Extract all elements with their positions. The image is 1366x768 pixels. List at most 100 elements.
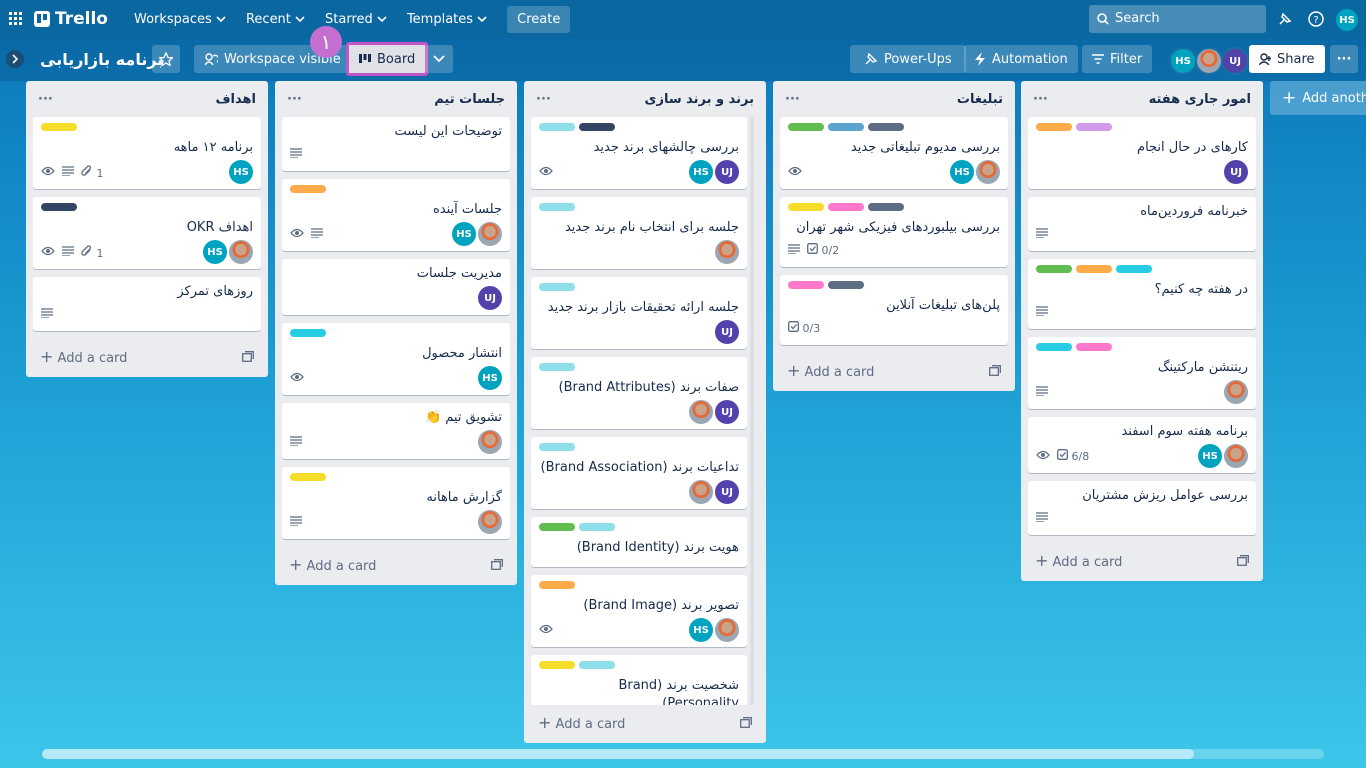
add-card[interactable]: + Add a card: [289, 554, 377, 574]
card[interactable]: تداعیات برند (Brand Association) UJ: [531, 437, 747, 509]
member-avatar[interactable]: [229, 240, 253, 264]
create-button[interactable]: Create: [507, 5, 571, 33]
card[interactable]: برنامه هفته سوم اسفند 6/8 HS: [1028, 417, 1256, 473]
card[interactable]: گزارش ماهانه: [282, 467, 510, 539]
member-avatar[interactable]: [478, 430, 502, 454]
template-icon[interactable]: [242, 350, 254, 362]
powerups-button[interactable]: Power-Ups: [850, 45, 966, 73]
automation-button[interactable]: Automation: [964, 45, 1078, 73]
apps-icon[interactable]: [8, 11, 24, 27]
logo[interactable]: Trello: [34, 9, 108, 29]
card[interactable]: صفات برند (Brand Attributes) UJ: [531, 357, 747, 429]
member-avatar[interactable]: [689, 480, 713, 504]
member-avatar[interactable]: [976, 160, 1000, 184]
member-avatar[interactable]: UJ: [1221, 47, 1249, 75]
description-icon: [290, 435, 302, 449]
member-avatar[interactable]: HS: [689, 160, 713, 184]
member-avatar[interactable]: [1224, 444, 1248, 468]
card[interactable]: بررسی عوامل ریزش مشتریان: [1028, 481, 1256, 535]
view-menu[interactable]: [425, 45, 453, 73]
card[interactable]: مدیریت جلسات UJ: [282, 259, 510, 315]
card-footer: [41, 301, 253, 327]
member-avatar[interactable]: [478, 222, 502, 246]
add-list[interactable]: +Add another list: [1270, 81, 1366, 115]
member-avatar[interactable]: HS: [1169, 47, 1197, 75]
list-title[interactable]: برند و برند سازی: [644, 91, 754, 107]
card[interactable]: تصویر برند (Brand Image) HS: [531, 575, 747, 647]
scroll-thumb[interactable]: [42, 749, 1194, 759]
board-menu[interactable]: ···: [1330, 45, 1358, 73]
card[interactable]: تشویق تیم 👏: [282, 403, 510, 459]
board-title[interactable]: برنامه بازاریابی: [40, 50, 164, 69]
card[interactable]: کارهای در حال انجام UJ: [1028, 117, 1256, 189]
member-avatar[interactable]: UJ: [715, 400, 739, 424]
member-avatar[interactable]: HS: [1198, 444, 1222, 468]
filter-button[interactable]: Filter: [1082, 45, 1153, 73]
card[interactable]: هویت برند (Brand Identity): [531, 517, 747, 567]
member-avatar[interactable]: HS: [478, 366, 502, 390]
card[interactable]: در هفته چه کنیم؟: [1028, 259, 1256, 329]
list-title[interactable]: امور جاری هفته: [1148, 91, 1251, 107]
description-icon: [62, 165, 74, 179]
template-icon[interactable]: [491, 558, 503, 570]
member-avatar[interactable]: HS: [229, 160, 253, 184]
template-icon[interactable]: [1237, 554, 1249, 566]
member-avatar[interactable]: HS: [950, 160, 974, 184]
card[interactable]: انتشار محصول HS: [282, 323, 510, 395]
add-card[interactable]: + Add a card: [40, 346, 128, 366]
member-avatar[interactable]: UJ: [715, 160, 739, 184]
add-card[interactable]: + Add a card: [787, 360, 875, 380]
member-avatar[interactable]: HS: [452, 222, 476, 246]
member-avatar[interactable]: [478, 510, 502, 534]
card[interactable]: برنامه ۱۲ ماهه 1 HS: [33, 117, 261, 189]
member-avatar[interactable]: UJ: [1224, 160, 1248, 184]
menu[interactable]: Templates: [397, 6, 497, 33]
list-title[interactable]: تبلیغات: [956, 91, 1003, 107]
list-menu[interactable]: ···: [785, 91, 800, 107]
member-avatar[interactable]: UJ: [715, 480, 739, 504]
card[interactable]: بررسی مدیوم تبلیغاتی جدید HS: [780, 117, 1008, 189]
user-avatar[interactable]: HS: [1336, 9, 1358, 31]
notify-icon[interactable]: [1277, 11, 1293, 27]
add-card[interactable]: + Add a card: [1035, 550, 1123, 570]
card[interactable]: پلن‌های تبلیغات آنلاین 0/3: [780, 275, 1008, 345]
card[interactable]: جلسه برای انتخاب نام برند جدید: [531, 197, 747, 269]
list-title[interactable]: اهداف: [215, 91, 256, 107]
card[interactable]: روزهای تمرکز: [33, 277, 261, 331]
template-icon[interactable]: [989, 364, 1001, 376]
member-avatar[interactable]: [715, 618, 739, 642]
card[interactable]: اهداف OKR 1 HS: [33, 197, 261, 269]
card[interactable]: بررسی چالشهای برند جدید HS UJ: [531, 117, 747, 189]
member-avatar[interactable]: UJ: [478, 286, 502, 310]
add-card[interactable]: + Add a card: [538, 712, 626, 732]
card[interactable]: جلسات آینده HS: [282, 179, 510, 251]
list-menu[interactable]: ···: [536, 91, 551, 107]
list-title[interactable]: جلسات تیم: [434, 91, 505, 107]
member-avatar[interactable]: HS: [203, 240, 227, 264]
member-avatar[interactable]: [689, 400, 713, 424]
member-avatar[interactable]: [1224, 380, 1248, 404]
card[interactable]: بررسی بیلبوردهای فیزیکی شهر تهران 0/2: [780, 197, 1008, 267]
help-icon[interactable]: ?: [1308, 11, 1324, 27]
search[interactable]: Search: [1089, 5, 1266, 33]
card[interactable]: شخصیت برند (Brand Personality): [531, 655, 747, 705]
card[interactable]: توضیحات این لیست: [282, 117, 510, 171]
card[interactable]: خبرنامه فروردین‌ماه: [1028, 197, 1256, 251]
sidebar-toggle[interactable]: [6, 50, 24, 68]
list-menu[interactable]: ···: [1033, 91, 1048, 107]
member-avatar[interactable]: HS: [689, 618, 713, 642]
share-button[interactable]: Share: [1249, 45, 1325, 73]
list-menu[interactable]: ···: [287, 91, 302, 107]
star-button[interactable]: [152, 45, 180, 73]
member-avatar[interactable]: [715, 240, 739, 264]
menu[interactable]: Workspaces: [124, 6, 236, 33]
template-icon[interactable]: [740, 716, 752, 728]
member-avatar[interactable]: [1195, 47, 1223, 75]
menu[interactable]: Starred: [315, 6, 397, 33]
member-avatar[interactable]: UJ: [715, 320, 739, 344]
card[interactable]: جلسه ارائه تحقیقات بازار برند جدید UJ: [531, 277, 747, 349]
menu[interactable]: Recent: [236, 6, 315, 33]
list-menu[interactable]: ···: [38, 91, 53, 107]
card[interactable]: ریتنشن مارکتینگ: [1028, 337, 1256, 409]
view-button[interactable]: Board: [346, 42, 429, 76]
